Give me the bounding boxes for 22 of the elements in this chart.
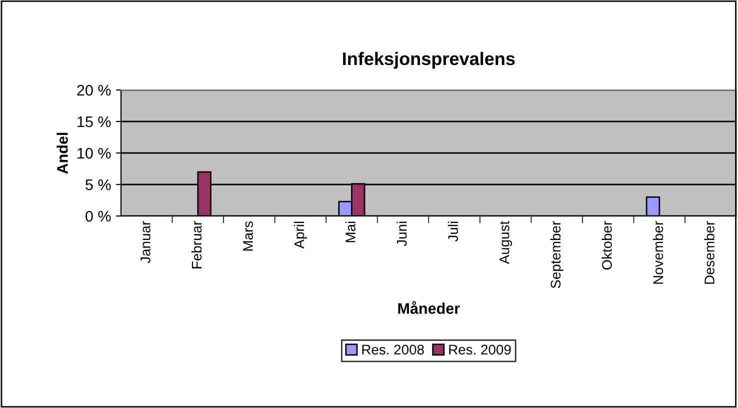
y-tick-label: 15 %	[78, 116, 111, 128]
x-tick-label: Mars	[243, 221, 253, 251]
x-axis-title: Måneder	[398, 301, 460, 314]
legend-label: Res. 2008	[362, 344, 424, 355]
y-axis-title: Andel	[56, 132, 68, 174]
chart-title: Infeksjonsprevalens	[343, 52, 515, 69]
x-tick-label: Februar	[191, 221, 202, 268]
y-tick-label: 10 %	[78, 148, 111, 159]
x-tick-label: Juli	[448, 222, 458, 242]
y-tick-label: 20 %	[77, 84, 111, 96]
y-tick-label: 5 %	[86, 179, 111, 190]
x-tick-label: April	[294, 222, 307, 249]
x-tick-label: November	[652, 221, 664, 284]
x-tick-label: Januar	[140, 221, 150, 264]
y-tick-label: 0 %	[86, 210, 111, 222]
x-tick-label: Oktober	[602, 221, 612, 270]
legend-label: Res. 2009	[449, 344, 511, 355]
x-tick-label: Mai	[345, 222, 356, 242]
x-tick-label: August	[500, 220, 512, 264]
x-tick-label: Juni	[396, 222, 407, 246]
x-tick-label: Desember	[704, 221, 714, 284]
x-tick-label: September	[550, 221, 564, 288]
